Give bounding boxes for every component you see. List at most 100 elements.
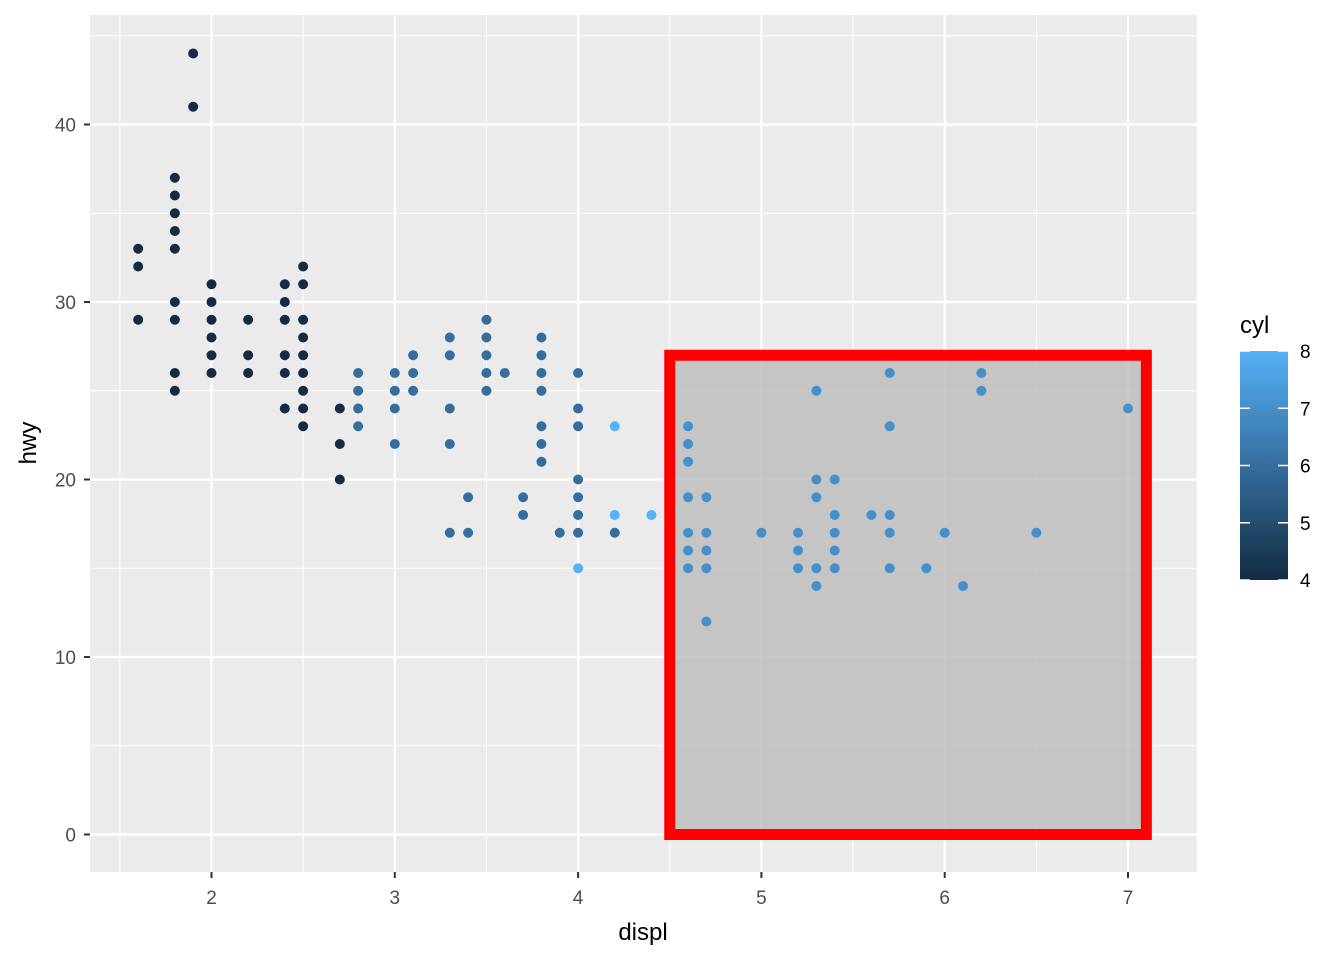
data-point bbox=[683, 456, 694, 467]
data-point bbox=[683, 563, 694, 574]
data-point bbox=[958, 581, 969, 591]
data-point bbox=[169, 314, 180, 325]
highlight-region-fill bbox=[669, 355, 1147, 835]
data-point bbox=[884, 421, 895, 432]
data-point bbox=[463, 527, 474, 538]
data-point bbox=[133, 243, 144, 254]
data-point bbox=[536, 368, 547, 378]
data-point bbox=[499, 368, 510, 378]
data-point bbox=[298, 261, 309, 272]
data-point bbox=[793, 545, 804, 556]
data-point bbox=[133, 261, 144, 272]
data-point bbox=[536, 332, 547, 343]
data-point bbox=[573, 421, 584, 432]
data-point bbox=[829, 563, 840, 574]
data-point bbox=[481, 332, 492, 343]
data-point bbox=[298, 403, 309, 414]
data-point bbox=[169, 172, 180, 183]
legend-title: cyl bbox=[1240, 312, 1269, 339]
data-point bbox=[206, 350, 217, 361]
data-point bbox=[444, 350, 455, 361]
data-point bbox=[793, 563, 804, 574]
data-point bbox=[573, 563, 584, 574]
data-point bbox=[573, 492, 584, 503]
data-point bbox=[206, 368, 217, 378]
data-point bbox=[683, 492, 694, 503]
data-point bbox=[976, 368, 987, 378]
data-point bbox=[884, 527, 895, 538]
data-point bbox=[481, 368, 492, 378]
data-points bbox=[133, 48, 1133, 627]
data-point bbox=[701, 616, 712, 627]
data-point bbox=[536, 385, 547, 396]
data-point bbox=[756, 527, 767, 538]
data-point bbox=[169, 208, 180, 219]
data-point bbox=[389, 368, 400, 378]
data-point bbox=[536, 350, 547, 361]
data-point bbox=[408, 385, 419, 396]
data-point bbox=[811, 474, 822, 485]
data-point bbox=[536, 456, 547, 467]
x-tick-label: 3 bbox=[390, 888, 401, 909]
data-point bbox=[298, 421, 309, 432]
data-point bbox=[298, 368, 309, 378]
data-point bbox=[536, 421, 547, 432]
y-tick-label: 10 bbox=[55, 648, 76, 669]
data-point bbox=[243, 314, 254, 325]
data-point bbox=[133, 314, 144, 325]
data-point bbox=[353, 421, 364, 432]
data-point bbox=[188, 48, 199, 59]
data-point bbox=[298, 279, 309, 290]
data-point bbox=[573, 403, 584, 414]
x-tick-label: 5 bbox=[756, 888, 767, 909]
y-tick-label: 20 bbox=[55, 471, 76, 492]
data-point bbox=[206, 279, 217, 290]
data-point bbox=[389, 439, 400, 449]
data-point bbox=[701, 492, 712, 503]
data-point bbox=[279, 314, 290, 325]
y-tick-label: 30 bbox=[55, 293, 76, 314]
x-tick-label: 4 bbox=[573, 888, 584, 909]
data-point bbox=[646, 510, 657, 520]
data-point bbox=[298, 350, 309, 361]
data-point bbox=[573, 527, 584, 538]
data-point bbox=[389, 403, 400, 414]
data-point bbox=[444, 439, 455, 449]
data-point bbox=[939, 527, 950, 538]
data-point bbox=[279, 350, 290, 361]
y-axis-ticks: 0 10 20 30 40 bbox=[55, 116, 90, 847]
data-point bbox=[334, 403, 345, 414]
data-point bbox=[188, 101, 199, 112]
data-point bbox=[573, 474, 584, 485]
data-point bbox=[206, 314, 217, 325]
highlight-region-border bbox=[664, 349, 1152, 840]
data-point bbox=[389, 385, 400, 396]
data-point bbox=[408, 350, 419, 361]
legend-tick-label: 8 bbox=[1300, 342, 1311, 363]
data-point bbox=[353, 385, 364, 396]
legend-tick-label: 6 bbox=[1300, 457, 1311, 478]
data-point bbox=[206, 297, 217, 307]
x-tick-label: 2 bbox=[206, 888, 217, 909]
data-point bbox=[683, 439, 694, 449]
data-point bbox=[481, 314, 492, 325]
color-legend: cyl 4 5 6 7 8 bbox=[1240, 312, 1311, 592]
data-point bbox=[408, 368, 419, 378]
data-point bbox=[976, 385, 987, 396]
data-point bbox=[298, 385, 309, 396]
data-point bbox=[444, 403, 455, 414]
data-point bbox=[829, 474, 840, 485]
legend-tick-label: 5 bbox=[1300, 514, 1311, 535]
y-axis-title: hwy bbox=[15, 422, 42, 465]
data-point bbox=[884, 510, 895, 520]
data-point bbox=[243, 350, 254, 361]
grid-minor bbox=[90, 15, 1197, 872]
data-point bbox=[609, 510, 620, 520]
data-point bbox=[921, 563, 932, 574]
data-point bbox=[353, 368, 364, 378]
legend-tick-label: 4 bbox=[1300, 571, 1311, 592]
data-point bbox=[573, 510, 584, 520]
data-point bbox=[829, 527, 840, 538]
data-point bbox=[1123, 403, 1133, 414]
